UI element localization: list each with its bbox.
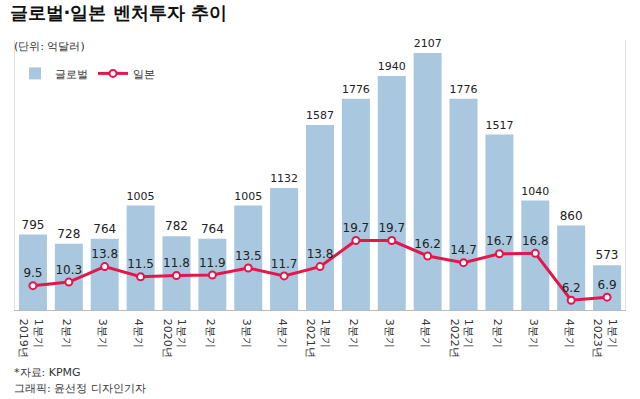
svg-text:3분기: 3분기: [527, 319, 540, 348]
svg-text:글로벌·일본 벤처투자 추이: 글로벌·일본 벤처투자 추이: [10, 2, 227, 23]
svg-text:860: 860: [560, 209, 583, 223]
svg-text:19.7: 19.7: [343, 221, 370, 235]
svg-text:3분기: 3분기: [383, 319, 396, 348]
svg-text:11.5: 11.5: [127, 257, 154, 271]
svg-text:11.9: 11.9: [199, 256, 226, 270]
svg-text:1분기2020년: 1분기2020년: [161, 319, 188, 358]
svg-text:1분기2019년: 1분기2019년: [17, 319, 44, 358]
svg-text:2분기: 2분기: [204, 319, 217, 348]
svg-text:글로벌: 글로벌: [55, 68, 88, 81]
svg-text:1005: 1005: [234, 190, 262, 203]
svg-text:1분기2021년: 1분기2021년: [304, 319, 331, 358]
svg-text:16.8: 16.8: [522, 234, 549, 248]
svg-text:9.5: 9.5: [23, 266, 42, 280]
svg-text:782: 782: [165, 219, 188, 233]
svg-text:1분기2023년: 1분기2023년: [591, 319, 618, 358]
svg-text:2분기: 2분기: [347, 319, 360, 348]
svg-text:764: 764: [201, 222, 224, 236]
svg-text:728: 728: [57, 227, 80, 241]
svg-text:795: 795: [21, 218, 44, 232]
svg-text:4분기: 4분기: [276, 319, 289, 348]
svg-text:13.5: 13.5: [235, 249, 262, 263]
svg-text:1분기2022년: 1분기2022년: [448, 319, 475, 358]
svg-text:10.3: 10.3: [55, 263, 82, 277]
svg-text:*자료: KPMG: *자료: KPMG: [14, 366, 81, 379]
svg-text:2107: 2107: [414, 37, 442, 50]
svg-text:1587: 1587: [306, 109, 334, 122]
svg-text:1776: 1776: [450, 83, 478, 96]
svg-text:764: 764: [93, 222, 116, 236]
svg-text:3분기: 3분기: [96, 319, 109, 348]
svg-text:6.9: 6.9: [598, 278, 617, 292]
svg-text:6.2: 6.2: [562, 281, 581, 295]
svg-text:(단위: 억달러): (단위: 억달러): [14, 40, 85, 53]
svg-text:19.7: 19.7: [378, 221, 405, 235]
svg-text:1517: 1517: [485, 119, 513, 132]
svg-text:11.8: 11.8: [163, 256, 190, 270]
svg-text:2분기: 2분기: [60, 319, 73, 348]
svg-text:13.8: 13.8: [307, 247, 334, 261]
svg-text:16.2: 16.2: [414, 237, 441, 251]
svg-text:1940: 1940: [378, 60, 406, 73]
svg-text:11.7: 11.7: [271, 257, 298, 271]
svg-text:13.8: 13.8: [91, 247, 118, 261]
svg-text:1005: 1005: [127, 190, 155, 203]
svg-text:3분기: 3분기: [240, 319, 253, 348]
svg-text:1132: 1132: [270, 172, 298, 185]
svg-text:1776: 1776: [342, 83, 370, 96]
svg-text:일본: 일본: [133, 68, 155, 81]
svg-text:4분기: 4분기: [419, 319, 432, 348]
svg-text:2분기: 2분기: [491, 319, 504, 348]
svg-text:1040: 1040: [521, 185, 549, 198]
svg-text:573: 573: [596, 248, 619, 262]
svg-text:14.7: 14.7: [450, 243, 477, 257]
svg-text:그래픽: 윤선정 디자인기자: 그래픽: 윤선정 디자인기자: [14, 382, 146, 395]
svg-text:16.7: 16.7: [486, 234, 513, 248]
svg-text:4분기: 4분기: [563, 319, 576, 348]
svg-text:4분기: 4분기: [132, 319, 145, 348]
